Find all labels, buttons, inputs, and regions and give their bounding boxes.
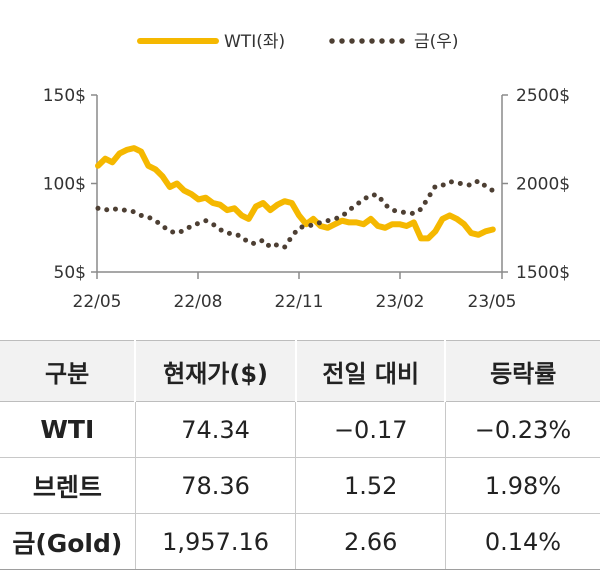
price-chart: WTI(좌) 금(우) 150$ 100$ 50$ 2500$ 2000$ 15… (43, 32, 570, 312)
row-price: 74.34 (134, 401, 296, 458)
gold-series-line (95, 178, 496, 250)
row-name: 금(Gold) (0, 513, 136, 570)
table-row: WTI 74.34 −0.17 −0.23% (0, 401, 600, 458)
row-change: 2.66 (295, 513, 446, 570)
table-row: 금(Gold) 1,957.16 2.66 0.14% (0, 513, 600, 570)
row-rate: −0.23% (444, 401, 600, 458)
header-change: 전일 대비 (294, 340, 446, 402)
header-category: 구분 (0, 340, 136, 402)
plot-area (95, 145, 496, 250)
header-price: 현재가($) (134, 340, 296, 402)
left-tick-label: 150$ (43, 86, 86, 106)
x-tick-label: 22/11 (275, 292, 324, 312)
left-axis: 150$ 100$ 50$ (43, 86, 97, 283)
left-tick-label: 50$ (54, 263, 86, 283)
x-tick-label: 23/05 (468, 292, 517, 312)
price-table: 구분 현재가($) 전일 대비 등락률 WTI 74.34 −0.17 −0.2… (0, 340, 600, 570)
x-tick-label: 22/08 (174, 292, 223, 312)
row-price: 78.36 (134, 457, 296, 514)
right-tick-label: 2000$ (516, 175, 570, 195)
legend: WTI(좌) 금(우) (137, 32, 459, 52)
x-tick-label: 23/02 (376, 292, 425, 312)
row-price: 1,957.16 (134, 513, 296, 570)
row-change: 1.52 (295, 457, 446, 514)
wti-series-line (95, 145, 496, 242)
right-axis: 2500$ 2000$ 1500$ (502, 86, 570, 283)
table-header-row: 구분 현재가($) 전일 대비 등락률 (0, 340, 600, 402)
legend-wti-label: WTI(좌) (224, 32, 285, 52)
legend-gold-label: 금(우) (414, 32, 459, 52)
row-name: WTI (0, 401, 136, 458)
row-name: 브렌트 (0, 457, 136, 514)
row-rate: 1.98% (444, 457, 600, 514)
row-change: −0.17 (295, 401, 446, 458)
x-tick-label: 22/05 (73, 292, 122, 312)
x-axis: 22/05 22/08 22/11 23/02 23/05 (73, 272, 517, 312)
right-tick-label: 1500$ (516, 263, 570, 283)
table-row: 브렌트 78.36 1.52 1.98% (0, 457, 600, 514)
row-rate: 0.14% (444, 513, 600, 570)
left-tick-label: 100$ (43, 175, 86, 195)
right-tick-label: 2500$ (516, 86, 570, 106)
header-rate: 등락률 (444, 340, 600, 402)
